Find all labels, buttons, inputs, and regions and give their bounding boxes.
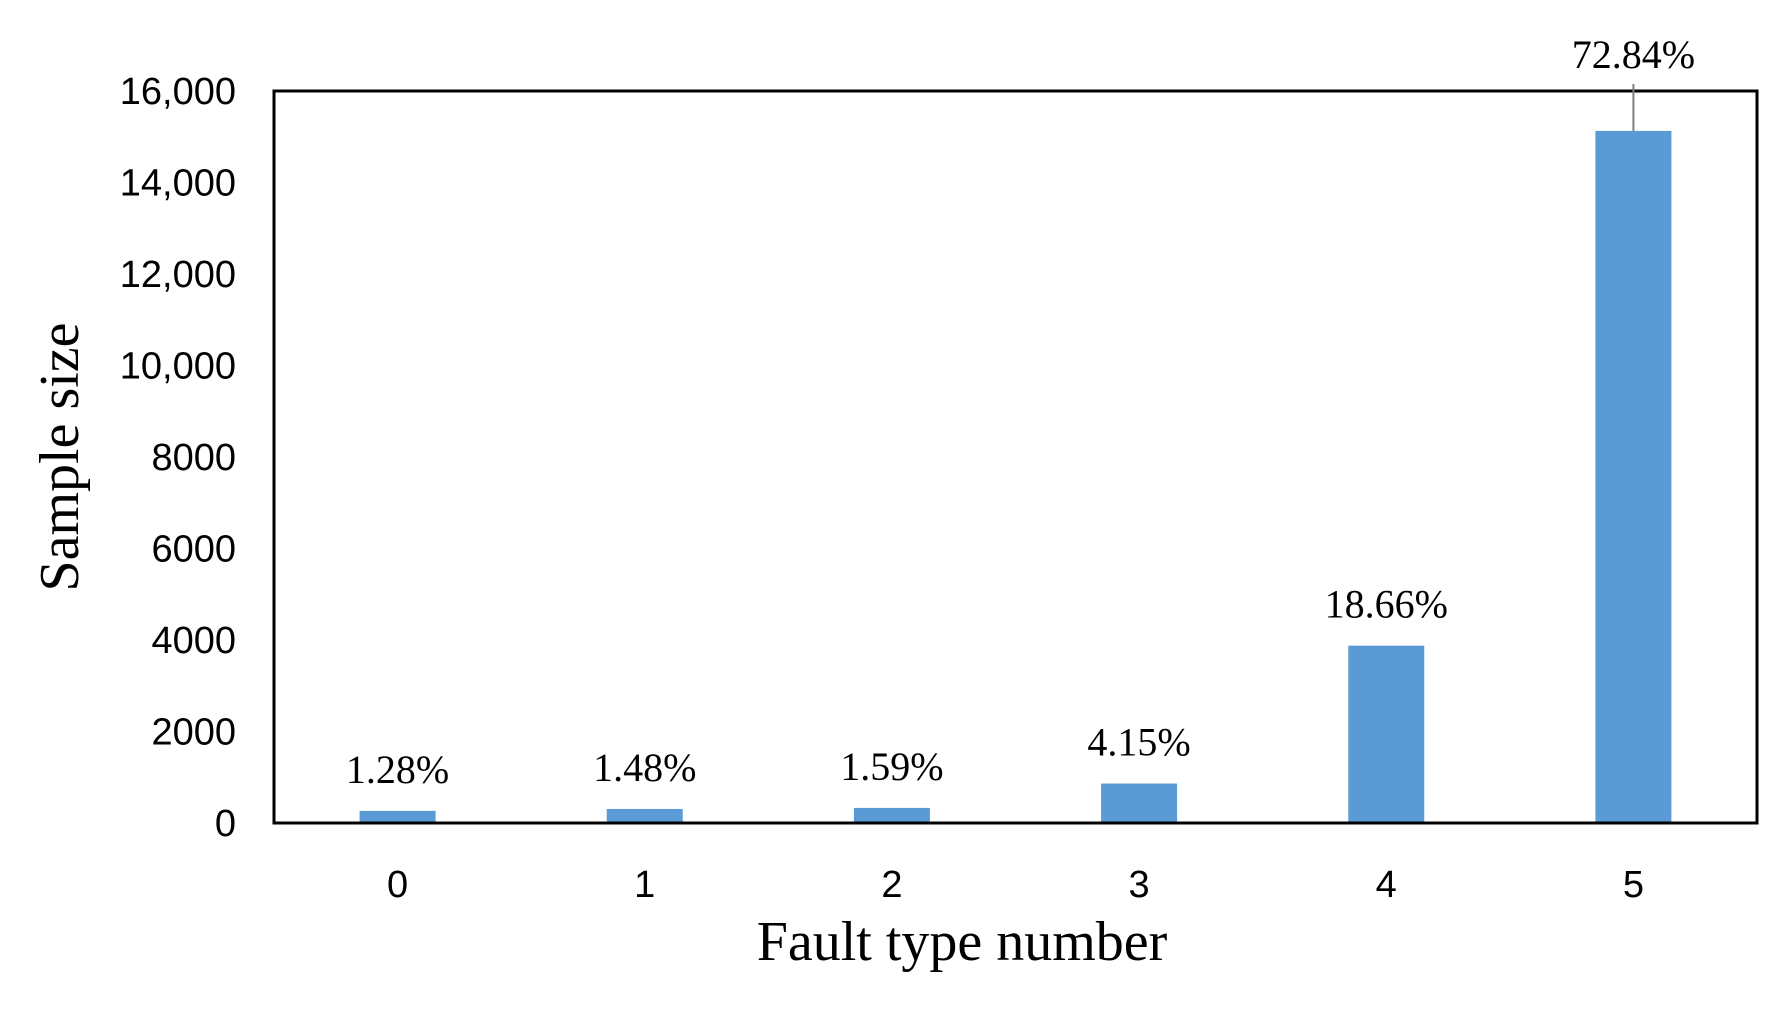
x-tick-label: 1	[634, 864, 655, 906]
y-tick-label: 6000	[151, 529, 236, 571]
x-tick-label: 0	[387, 864, 408, 906]
data-label: 72.84%	[1572, 32, 1695, 77]
y-tick-label: 4000	[151, 620, 236, 662]
y-tick-label: 14,000	[120, 163, 236, 205]
bar	[606, 808, 683, 823]
data-label: 1.59%	[840, 744, 943, 789]
bars	[359, 130, 1672, 824]
x-tick-label: 2	[881, 864, 902, 906]
bar	[359, 810, 436, 823]
y-tick-label: 12,000	[120, 254, 236, 296]
data-label: 4.15%	[1087, 720, 1190, 765]
x-tick-label: 5	[1623, 864, 1644, 906]
y-tick-label: 2000	[151, 712, 236, 754]
x-axis-title: Fault type number	[757, 911, 1168, 973]
x-tick-label: 4	[1376, 864, 1397, 906]
y-axis-title: Sample size	[29, 322, 91, 591]
bar	[1348, 645, 1425, 823]
x-axis-ticks: 0 1 2 3 4 5	[387, 864, 1644, 906]
bar	[853, 807, 930, 823]
plot-area-frame	[272, 89, 1759, 825]
data-label: 18.66%	[1325, 582, 1448, 627]
y-tick-label: 10,000	[120, 346, 236, 388]
y-tick-label: 16,000	[120, 71, 236, 113]
y-axis-ticks: 0 2000 4000 6000 8000 10,000 12,000 14,000 16,00…	[120, 71, 236, 845]
bar	[1101, 783, 1178, 823]
x-tick-label: 3	[1129, 864, 1150, 906]
data-label: 1.48%	[593, 745, 696, 790]
y-tick-label: 0	[215, 803, 236, 845]
data-labels: 1.28% 1.48% 1.59% 4.15% 18.66% 72.84%	[346, 32, 1695, 792]
data-label: 1.28%	[346, 747, 449, 792]
bar	[1595, 130, 1672, 824]
y-tick-label: 8000	[151, 437, 236, 479]
